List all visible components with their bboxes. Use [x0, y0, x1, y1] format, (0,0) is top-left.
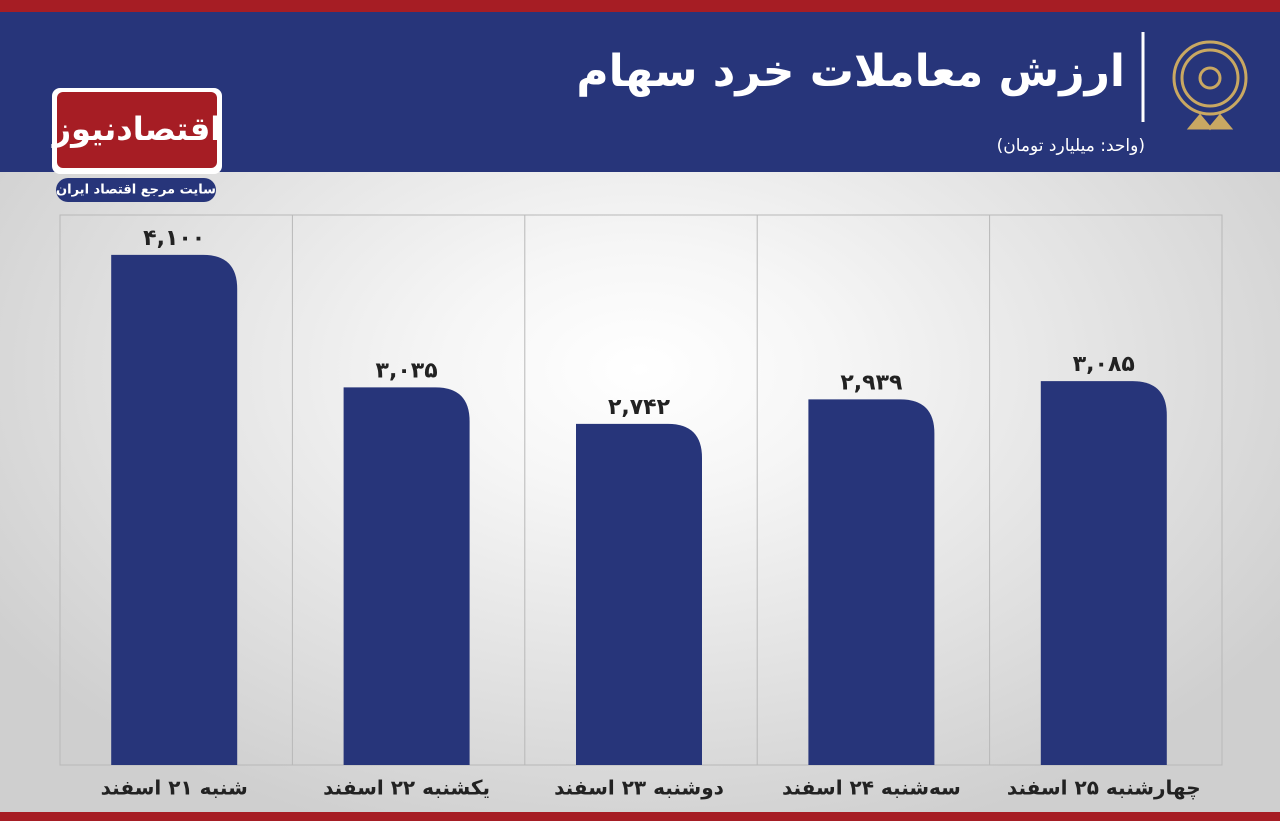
chart-title: ارزش معاملات خرد سهام — [576, 46, 1125, 97]
emblem — [1172, 40, 1248, 131]
brand-box — [57, 92, 217, 168]
x-tick-label: دوشنبه ۲۳ اسفند — [554, 776, 724, 800]
value-label: ۲,۹۳۹ — [840, 370, 902, 395]
x-tick-label: چهارشنبه ۲۵ اسفند — [1007, 776, 1201, 801]
brand-tagline: سایت مرجع اقتصاد ایران — [56, 183, 216, 198]
value-label: ۴,۱۰۰ — [143, 226, 205, 251]
brand-name: اقتصادنیوز — [51, 110, 222, 148]
bar — [576, 423, 702, 765]
bottom-stripe — [0, 812, 1280, 821]
chart-subtitle: (واحد: میلیارد تومان) — [997, 136, 1145, 156]
bar — [808, 399, 935, 765]
value-label: ۳,۰۳۵ — [376, 358, 438, 383]
x-tick-label: شنبه ۲۱ اسفند — [101, 776, 248, 800]
bar — [343, 387, 470, 765]
value-label: ۳,۰۸۵ — [1073, 352, 1135, 377]
value-label: ۲,۷۴۲ — [608, 395, 671, 420]
bar — [1040, 381, 1167, 765]
x-tick-label: سه‌شنبه ۲۴ اسفند — [782, 776, 961, 800]
brand-tagline-pill — [56, 178, 216, 202]
bar — [111, 254, 238, 765]
top-stripe — [0, 0, 1280, 12]
x-tick-label: یکشنبه ۲۲ اسفند — [323, 776, 490, 800]
